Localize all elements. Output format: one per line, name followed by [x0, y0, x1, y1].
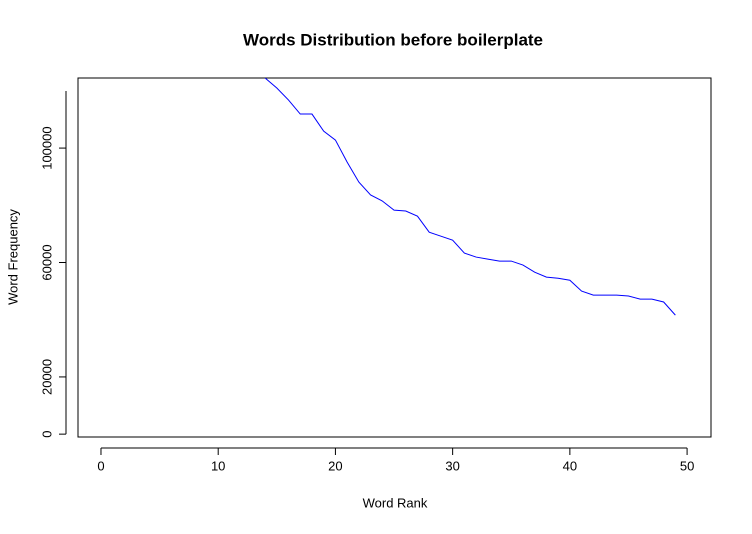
x-tick-label: 30 — [445, 458, 459, 473]
x-tick-label: 40 — [563, 458, 577, 473]
x-tick-label: 0 — [97, 458, 104, 473]
data-line — [264, 78, 676, 316]
y-tick-label: 0 — [39, 431, 54, 438]
plot-box — [77, 77, 712, 438]
y-tick-label: 100000 — [39, 126, 54, 169]
y-tick-label: 20000 — [39, 359, 54, 395]
y-axis-label: Word Frequency — [5, 209, 20, 305]
y-tick-label: 60000 — [39, 244, 54, 280]
x-tick-label: 10 — [211, 458, 225, 473]
x-tick-label: 20 — [328, 458, 342, 473]
x-tick-label: 50 — [680, 458, 694, 473]
x-axis-label: Word Rank — [363, 495, 428, 510]
chart-title: Words Distribution before boilerplate — [243, 30, 543, 49]
